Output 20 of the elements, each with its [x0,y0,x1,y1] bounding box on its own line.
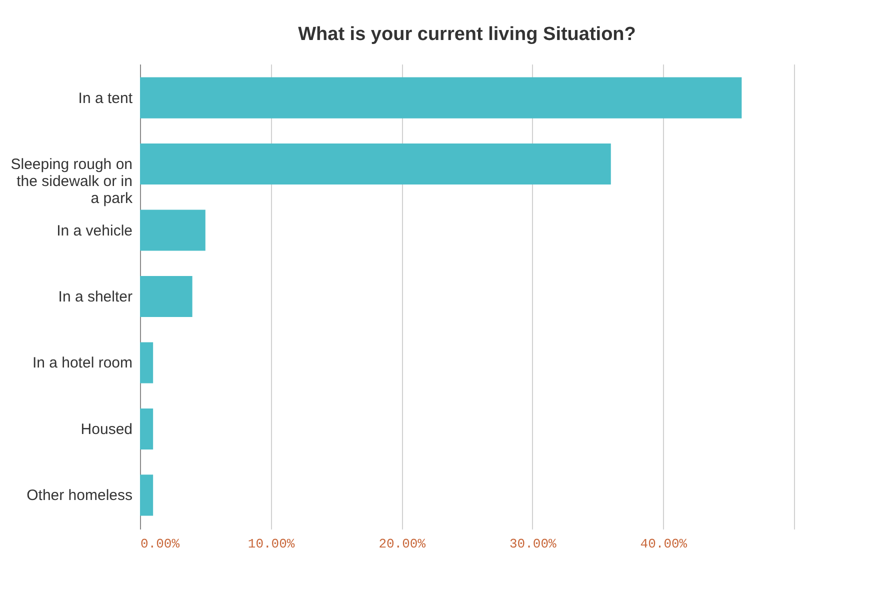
bar [140,342,154,384]
bar [140,143,611,185]
y-tick-label: In a hotel room [32,354,132,372]
bar [140,408,154,450]
y-tick-label: In a vehicle [56,222,132,240]
bar [140,210,206,251]
y-tick-label: Other homeless [26,487,132,504]
y-tick-label: Housed [80,420,132,438]
y-tick-label: Sleeping rough on the sidewalk or in a park [10,156,133,208]
bar [140,474,154,516]
x-tick-label: 10.00% [248,536,295,552]
x-tick-label: 40.00% [640,536,688,552]
bar [140,77,742,118]
y-tick-label: In a tent [78,90,134,107]
x-tick-label: 20.00% [378,536,426,552]
x-tick-label: 30.00% [509,536,556,552]
y-tick-label: In a shelter [58,288,132,306]
bar [140,276,192,318]
chart-title: What is your current living Situation? [298,24,636,45]
x-tick-label: 0.00% [140,536,180,552]
